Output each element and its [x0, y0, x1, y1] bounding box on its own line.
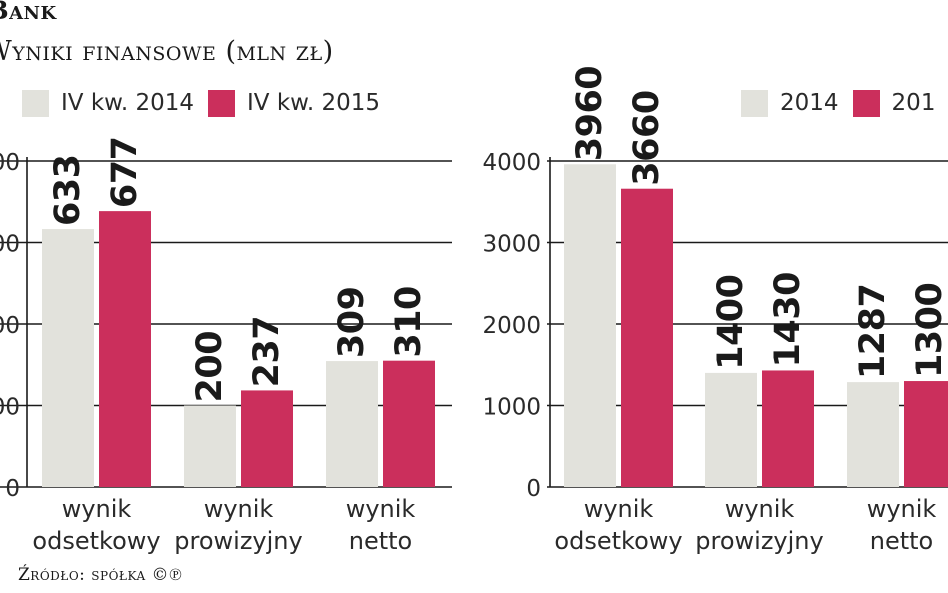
category-label: prowizyjny [695, 527, 823, 555]
y-tick-label: 00 [0, 395, 20, 421]
bar [564, 164, 616, 487]
category-label: wynik [725, 495, 795, 523]
y-tick-label: 00 [0, 150, 20, 176]
legend-label-prev: 2014 [780, 90, 839, 116]
bar-value-label: 1300 [910, 283, 948, 378]
legend-left: IV kw. 2014 IV kw. 2015 [22, 86, 394, 120]
bar-value-label: 1430 [768, 272, 808, 367]
bar [705, 372, 757, 487]
y-tick-label: 00 [0, 232, 20, 258]
legend-swatch-prev [22, 89, 49, 117]
bar-value-label: 3660 [627, 90, 667, 185]
bar-value-label: 677 [105, 137, 145, 209]
chart-quarterly: 000000000633677wynikodsetkowy200237wynik… [0, 137, 452, 555]
legend-swatch-curr [208, 89, 236, 117]
chart-annual: 0 1000 2000 3000 4000 3960 3660 wynik odsetkowy 1… [482, 66, 948, 555]
y-tick-label: 3000 [482, 232, 541, 258]
legend-item-prev: IV kw. 2014 [22, 89, 195, 117]
legend-label-curr: IV kw. 2015 [247, 90, 381, 116]
y-tick-label: 2000 [482, 313, 541, 339]
y-tick-label: 1000 [482, 395, 541, 421]
bar [184, 405, 236, 487]
bar-value-label: 309 [332, 287, 372, 359]
source-note: Źródło: spółka ©℗ [18, 565, 183, 585]
bar [241, 390, 293, 487]
category-label: wynik [204, 495, 274, 523]
y-tick-label: 0 [526, 476, 541, 502]
bar [99, 211, 151, 487]
legend-swatch-curr [852, 89, 880, 117]
category-label: wynik [346, 495, 416, 523]
y-tick-label: 4000 [482, 150, 541, 176]
bar-value-label: 1400 [711, 274, 751, 369]
category-label: odsetkowy [554, 527, 682, 555]
bar [847, 382, 899, 487]
chart-subtitle: Wyniki finansowe (mln zł) [0, 36, 334, 67]
chart-title: rBank [0, 0, 57, 25]
bar [42, 229, 94, 488]
bar-value-label: 633 [48, 154, 88, 226]
legend-item-curr: 201 [852, 89, 936, 117]
bar-value-label: 200 [190, 331, 230, 403]
bar [621, 188, 673, 487]
bar [904, 381, 948, 487]
category-label: wynik [62, 495, 132, 523]
category-label: wynik [867, 495, 937, 523]
bar [383, 360, 435, 487]
legend-right: 2014 201 [741, 86, 948, 120]
y-tick-label: 00 [0, 313, 20, 339]
bar [326, 361, 378, 487]
bar-value-label: 310 [389, 286, 429, 358]
bar-value-label: 3960 [570, 66, 610, 161]
category-label: wynik [584, 495, 654, 523]
y-tick-label: 0 [5, 476, 20, 502]
bar [762, 370, 814, 487]
legend-item-prev: 2014 [741, 89, 839, 117]
bar-value-label: 237 [247, 316, 287, 388]
legend-item-curr: IV kw. 2015 [208, 89, 381, 117]
legend-swatch-prev [741, 89, 768, 117]
bar-value-label: 1287 [853, 284, 893, 379]
category-label: odsetkowy [32, 527, 160, 555]
category-label: netto [870, 527, 933, 555]
category-label: netto [349, 527, 412, 555]
category-label: prowizyjny [174, 527, 302, 555]
legend-label-curr: 201 [891, 90, 936, 116]
legend-label-prev: IV kw. 2014 [61, 90, 195, 116]
